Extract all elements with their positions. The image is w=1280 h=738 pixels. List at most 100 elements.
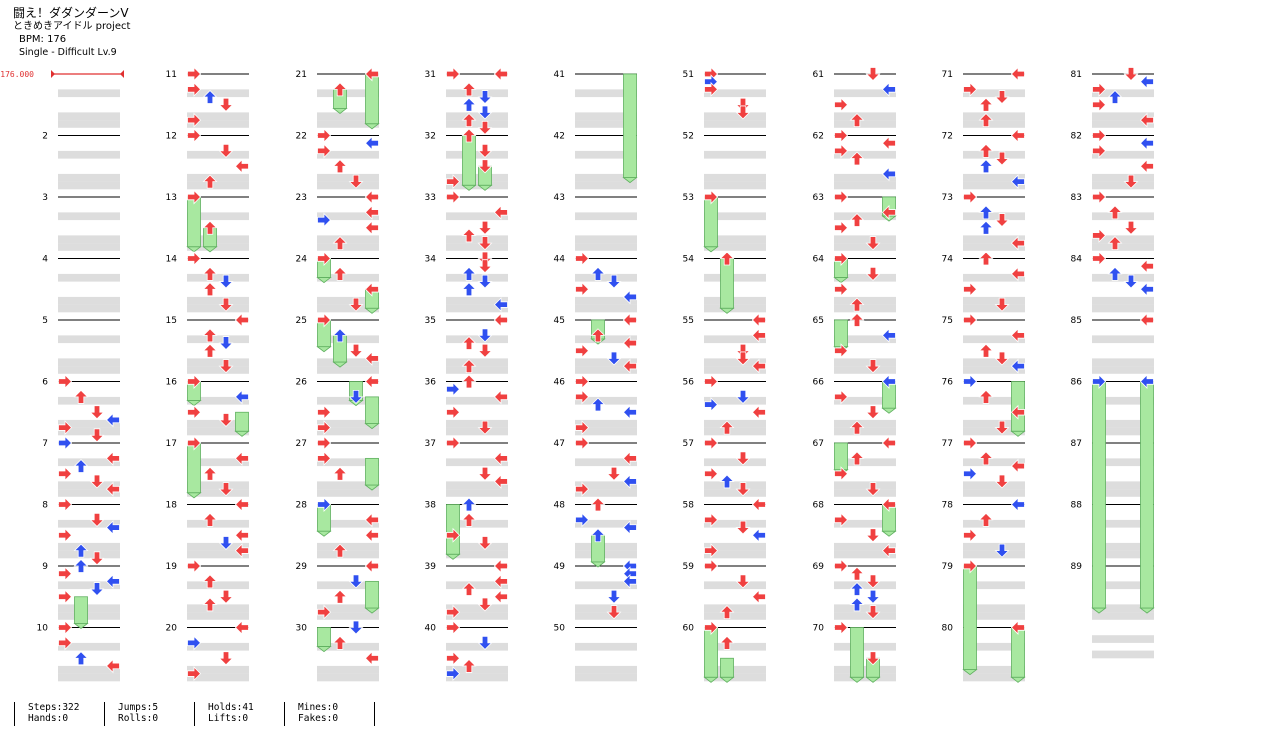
measure-number: 79 <box>942 562 954 572</box>
arrow-icon <box>202 266 218 281</box>
arrow-icon <box>1107 205 1123 220</box>
measure-number: 66 <box>813 378 825 388</box>
measure-number: 67 <box>813 439 824 449</box>
arrow-shape <box>461 581 477 596</box>
arrow-shape <box>1123 220 1139 235</box>
arrow-icon <box>751 327 766 343</box>
measure-number: 74 <box>942 255 954 265</box>
arrow-shape <box>834 128 849 143</box>
arrow-icon <box>446 381 461 397</box>
beat-band <box>187 296 249 305</box>
beat-band <box>187 550 249 559</box>
arrow-shape <box>575 281 590 297</box>
beat-band <box>317 673 379 682</box>
arrow-icon <box>1010 266 1025 282</box>
stat-jumps: Jumps:5 <box>118 702 159 713</box>
beat-band <box>317 150 379 159</box>
arrow-icon <box>58 420 73 436</box>
arrow-icon <box>978 343 994 358</box>
arrow-shape <box>881 543 896 559</box>
arrow-icon <box>89 474 105 489</box>
beat-band <box>963 489 1025 497</box>
beat-band <box>317 296 379 305</box>
measure-number: 11 <box>166 70 177 80</box>
arrow-icon <box>89 512 105 527</box>
arrow-shape <box>348 620 364 635</box>
stat-hands: Hands:0 <box>28 713 69 724</box>
beat-band <box>834 542 896 551</box>
arrow-icon <box>622 450 637 466</box>
arrow-shape <box>477 220 493 235</box>
beat-band <box>575 366 637 374</box>
arrow-icon <box>994 543 1010 558</box>
beat-band <box>58 396 120 405</box>
arrow-shape <box>332 635 348 650</box>
arrow-icon <box>493 558 508 574</box>
arrow-shape <box>461 359 477 374</box>
arrow-shape <box>317 420 332 436</box>
difficulty-info: Single - Difficult Lv.9 <box>19 47 117 58</box>
arrow-icon <box>364 527 379 543</box>
arrow-icon <box>622 473 637 489</box>
arrow-icon <box>187 558 202 574</box>
beat-band <box>963 150 1025 159</box>
beat-band <box>1092 550 1154 559</box>
arrow-icon <box>994 213 1010 228</box>
arrow-shape <box>735 389 751 404</box>
beat-band <box>704 427 766 436</box>
beat-band <box>834 296 896 305</box>
measure-number: 9 <box>42 562 48 572</box>
beat-band <box>317 396 379 405</box>
arrow-shape <box>978 143 994 158</box>
arrow-icon <box>606 605 622 620</box>
beat-band <box>187 419 249 428</box>
arrow-icon <box>735 389 751 404</box>
arrow-shape <box>477 259 493 274</box>
measure-number: 20 <box>166 624 178 634</box>
arrow-icon <box>963 189 978 205</box>
arrow-shape <box>865 236 881 251</box>
beat-band <box>58 519 120 528</box>
arrow-icon <box>234 543 249 559</box>
arrow-shape <box>477 105 493 120</box>
beat-band <box>963 458 1025 467</box>
beat-band <box>446 273 508 282</box>
arrow-shape <box>493 558 508 574</box>
arrow-icon <box>317 128 332 143</box>
beat-band <box>834 235 896 244</box>
arrow-icon <box>477 536 493 551</box>
measure-number: 12 <box>166 132 177 142</box>
arrow-shape <box>73 558 89 573</box>
arrow-shape <box>477 236 493 251</box>
beat-band <box>575 665 637 674</box>
beat-band <box>446 396 508 405</box>
measure-number: 72 <box>942 132 953 142</box>
beat-band <box>317 235 379 244</box>
hold-tail <box>73 623 89 630</box>
arrow-shape <box>994 297 1010 312</box>
arrow-icon <box>89 582 105 597</box>
arrow-icon <box>1010 128 1025 143</box>
arrow-shape <box>477 274 493 289</box>
hold-note <box>317 627 331 647</box>
measure-number: 8 <box>42 501 48 511</box>
arrow-shape <box>978 159 994 174</box>
hold-tail <box>332 108 348 114</box>
arrow-shape <box>105 658 120 674</box>
arrow-icon <box>719 635 735 650</box>
measure-number: 37 <box>425 439 436 449</box>
measure-number: 52 <box>683 132 694 142</box>
arrow-icon <box>477 143 493 158</box>
arrow-icon <box>704 189 719 205</box>
arrow-icon <box>234 158 249 174</box>
arrow-icon <box>218 143 234 158</box>
arrow-shape <box>1010 266 1025 282</box>
arrow-shape <box>1107 236 1123 251</box>
arrow-icon <box>187 666 202 682</box>
measure-labels: 2345678910111213141516171819202122232425… <box>37 70 1083 634</box>
arrow-shape <box>187 635 202 651</box>
measure-number: 17 <box>166 439 177 449</box>
arrow-icon <box>477 120 493 135</box>
arrow-icon <box>1010 497 1025 512</box>
arrow-icon <box>461 113 477 128</box>
